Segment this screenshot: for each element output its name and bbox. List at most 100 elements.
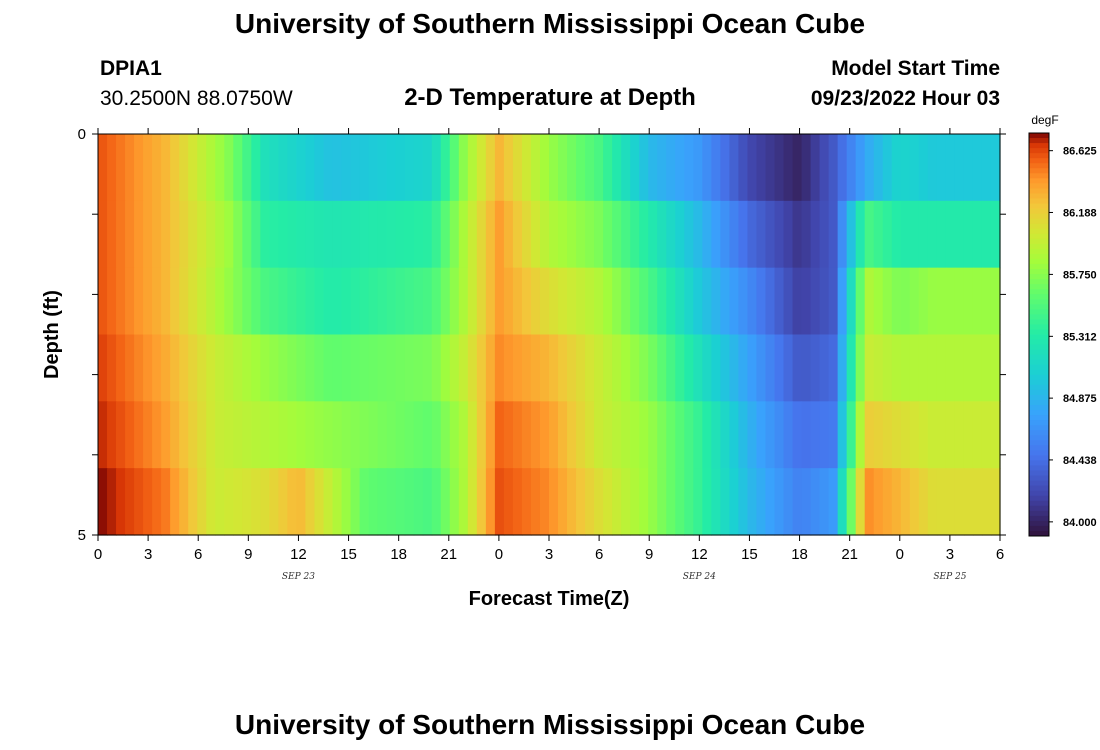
heatmap-cell	[954, 401, 965, 469]
heatmap-cell	[269, 334, 279, 402]
heatmap-cell	[990, 334, 1001, 402]
heatmap-cell	[458, 134, 469, 202]
heatmap-cell	[530, 401, 541, 469]
colorbar-segment	[1029, 248, 1049, 255]
heatmap-cell	[639, 401, 649, 469]
heatmap-cell	[738, 267, 749, 336]
x-tick-label: 12	[691, 546, 708, 563]
colorbar-segment	[1029, 243, 1049, 250]
heatmap-cell	[359, 134, 370, 202]
heatmap-cell	[675, 468, 685, 536]
heatmap-cell	[503, 200, 514, 269]
colorbar-segment	[1029, 415, 1049, 421]
colorbar-frame	[1028, 132, 1050, 537]
colorbar-segment	[1029, 223, 1049, 230]
heatmap-cell	[296, 334, 307, 402]
heatmap-cell	[819, 134, 830, 202]
heatmap-cell	[269, 267, 279, 336]
heatmap-cell	[188, 401, 198, 469]
heatmap-cell	[954, 267, 965, 336]
heatmap-cell	[368, 401, 379, 469]
x-tick-label: 18	[390, 546, 407, 563]
heatmap-cell	[882, 401, 893, 469]
colorbar-segment	[1029, 389, 1049, 396]
colorbar-segment	[1029, 269, 1049, 275]
heatmap-cell	[603, 267, 613, 336]
colorbar-segment	[1029, 304, 1049, 310]
heatmap-cell	[558, 468, 568, 536]
heatmap-cell	[260, 334, 270, 402]
heatmap-cell	[359, 200, 370, 269]
heatmap-cell	[567, 334, 577, 402]
heatmap-cell	[296, 468, 307, 536]
heatmap-cell	[684, 401, 694, 469]
x-tick-label: 15	[340, 546, 357, 563]
heatmap-cell	[693, 468, 703, 536]
heatmap-cell	[630, 401, 640, 469]
heatmap-cell	[323, 468, 334, 536]
heatmap-cell	[206, 468, 216, 536]
heatmap-cell	[855, 401, 866, 469]
heatmap-cell	[485, 200, 496, 269]
heatmap-cell	[431, 200, 442, 269]
heatmap-cell	[594, 334, 604, 402]
heatmap-cell	[467, 334, 478, 402]
colorbar-tick-label: 86.188	[1063, 207, 1097, 219]
heatmap-cell	[855, 134, 866, 202]
heatmap-cell	[512, 401, 523, 469]
heatmap-cell	[990, 401, 1001, 469]
heatmap-cell	[855, 468, 866, 536]
heatmap-cell	[278, 267, 289, 336]
heatmap-cell	[819, 267, 830, 336]
heatmap-cell	[909, 267, 920, 336]
heatmap-cell	[386, 200, 397, 269]
heatmap-cell	[972, 401, 983, 469]
heatmap-cell	[756, 134, 767, 202]
colorbar-segment	[1029, 460, 1049, 466]
heatmap-cell	[476, 401, 487, 469]
heatmap-cell	[675, 267, 685, 336]
heatmap-cell	[395, 468, 406, 536]
x-tick-label: 3	[946, 546, 954, 563]
heatmap-cell	[305, 468, 316, 536]
heatmap-cell	[161, 401, 171, 469]
heatmap-cell	[476, 134, 487, 202]
colorbar-segment	[1029, 309, 1049, 315]
heatmap-cell	[251, 200, 261, 269]
heatmap-cell	[341, 134, 352, 202]
heatmap-cell	[539, 267, 550, 336]
heatmap-cell	[621, 468, 631, 536]
heatmap-cell	[323, 334, 334, 402]
heatmap-cell	[404, 267, 415, 336]
heatmap-cell	[386, 468, 397, 536]
heatmap-cell	[206, 200, 216, 269]
heatmap-cell	[882, 200, 893, 269]
heatmap-cell	[377, 401, 388, 469]
heatmap-cell	[431, 267, 442, 336]
heatmap-cell	[431, 401, 442, 469]
heatmap-cell	[134, 468, 144, 536]
colorbar-segment	[1029, 238, 1049, 245]
heatmap-cell	[152, 267, 162, 336]
heatmap-cell	[116, 401, 126, 469]
heatmap-cell	[143, 401, 153, 469]
heatmap-cell	[242, 468, 252, 536]
heatmap-cell	[305, 134, 316, 202]
heatmap-cell	[350, 401, 361, 469]
heatmap-cell	[819, 468, 830, 536]
heatmap-cell	[909, 134, 920, 202]
heatmap-cell	[873, 401, 884, 469]
heatmap-cell	[287, 134, 298, 202]
heatmap-cell	[693, 401, 703, 469]
heatmap-cell	[963, 134, 974, 202]
heatmap-cell	[810, 468, 821, 536]
heatmap-cell	[305, 267, 316, 336]
heatmap-cell	[107, 468, 117, 536]
heatmap-cell	[494, 401, 505, 469]
heatmap-cell	[143, 200, 153, 269]
heatmap-cell	[648, 468, 658, 536]
heatmap-cell	[720, 134, 730, 202]
heatmap-cell	[431, 468, 442, 536]
heatmap-cell	[467, 134, 478, 202]
colorbar-segment	[1029, 530, 1049, 537]
